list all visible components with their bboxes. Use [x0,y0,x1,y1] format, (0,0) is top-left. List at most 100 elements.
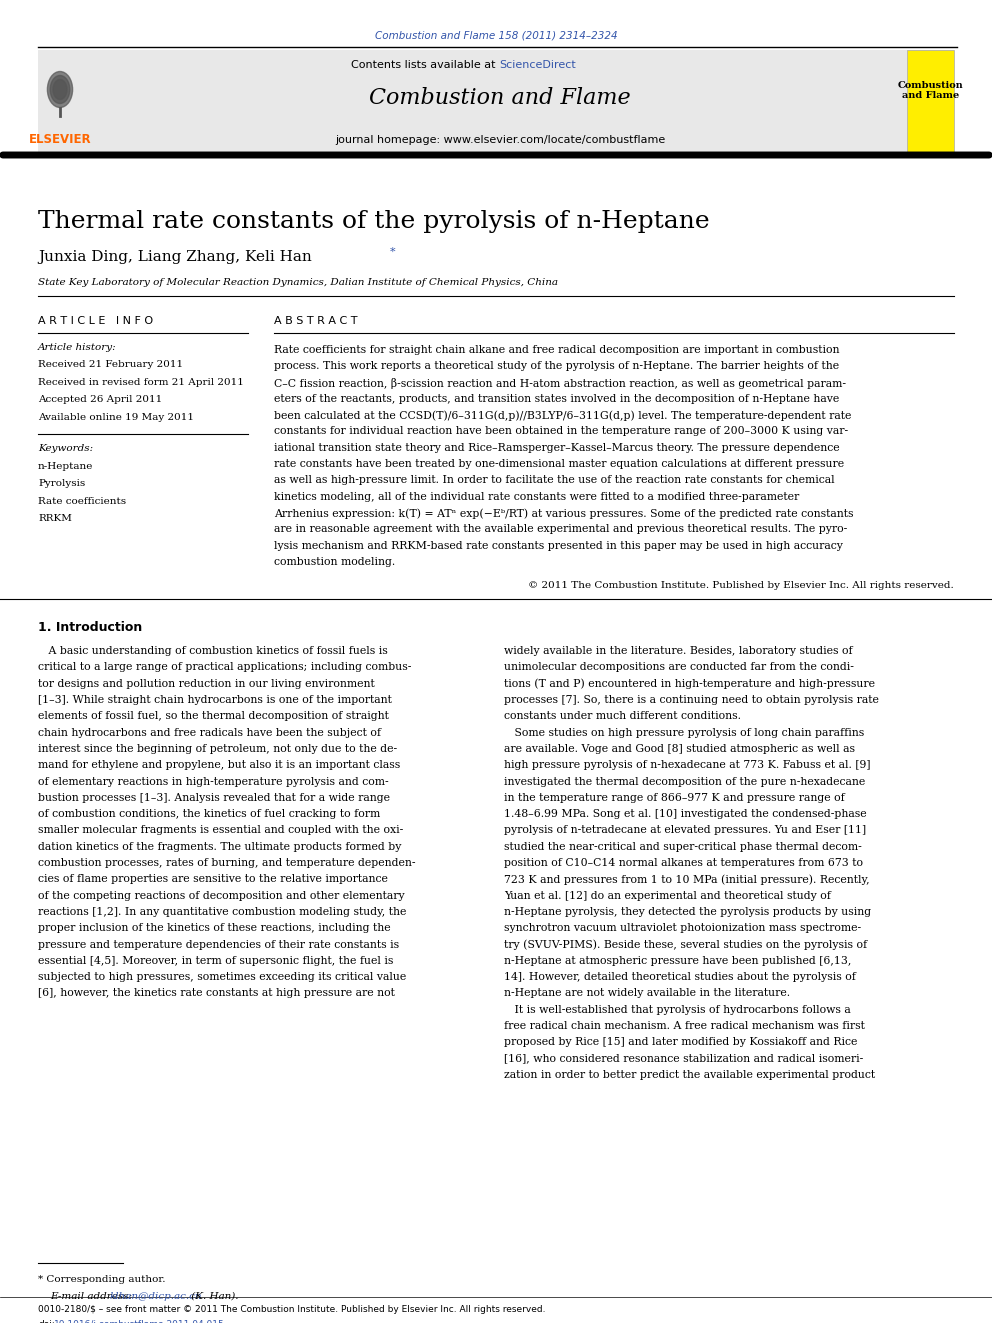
Text: chain hydrocarbons and free radicals have been the subject of: chain hydrocarbons and free radicals hav… [38,728,381,738]
Text: doi:: doi: [38,1320,55,1323]
FancyBboxPatch shape [38,50,954,155]
Text: A B S T R A C T: A B S T R A C T [274,316,357,325]
Text: Article history:: Article history: [38,343,117,352]
Text: of elementary reactions in high-temperature pyrolysis and com-: of elementary reactions in high-temperat… [38,777,389,787]
Text: 723 K and pressures from 1 to 10 MPa (initial pressure). Recently,: 723 K and pressures from 1 to 10 MPa (in… [504,875,870,885]
Text: 0010-2180/$ – see front matter © 2011 The Combustion Institute. Published by Els: 0010-2180/$ – see front matter © 2011 Th… [38,1304,546,1314]
Text: of the competing reactions of decomposition and other elementary: of the competing reactions of decomposit… [38,890,405,901]
Text: are in reasonable agreement with the available experimental and previous theoret: are in reasonable agreement with the ava… [274,524,847,534]
Text: Keywords:: Keywords: [38,445,93,454]
Text: C–C fission reaction, β-scission reaction and H-atom abstraction reaction, as we: C–C fission reaction, β-scission reactio… [274,377,846,389]
Text: cies of flame properties are sensitive to the relative importance: cies of flame properties are sensitive t… [38,875,388,884]
Text: A basic understanding of combustion kinetics of fossil fuels is: A basic understanding of combustion kine… [38,646,388,656]
Text: zation in order to better predict the available experimental product: zation in order to better predict the av… [504,1070,875,1080]
Text: Rate coefficients for straight chain alkane and free radical decomposition are i: Rate coefficients for straight chain alk… [274,345,839,355]
Text: kinetics modeling, all of the individual rate constants were fitted to a modifie: kinetics modeling, all of the individual… [274,492,800,501]
Text: widely available in the literature. Besides, laboratory studies of: widely available in the literature. Besi… [504,646,853,656]
Text: © 2011 The Combustion Institute. Published by Elsevier Inc. All rights reserved.: © 2011 The Combustion Institute. Publish… [529,581,954,590]
Text: high pressure pyrolysis of n-hexadecane at 773 K. Fabuss et al. [9]: high pressure pyrolysis of n-hexadecane … [504,761,871,770]
Text: critical to a large range of practical applications; including combus-: critical to a large range of practical a… [38,663,412,672]
Text: tor designs and pollution reduction in our living environment: tor designs and pollution reduction in o… [38,679,375,689]
Text: Accepted 26 April 2011: Accepted 26 April 2011 [38,396,163,405]
Text: * Corresponding author.: * Corresponding author. [38,1275,166,1285]
Text: Thermal rate constants of the pyrolysis of n-Heptane: Thermal rate constants of the pyrolysis … [38,210,709,233]
Text: Rate coefficients: Rate coefficients [38,497,126,505]
Text: iational transition state theory and Rice–Ramsperger–Kassel–Marcus theory. The p: iational transition state theory and Ric… [274,443,839,452]
Text: E-mail address:: E-mail address: [50,1293,135,1301]
Text: free radical chain mechanism. A free radical mechanism was first: free radical chain mechanism. A free rad… [504,1021,865,1031]
Text: Contents lists available at: Contents lists available at [351,60,499,70]
Text: Combustion and Flame 158 (2011) 2314–2324: Combustion and Flame 158 (2011) 2314–232… [375,30,617,40]
Ellipse shape [48,71,72,107]
Text: combustion processes, rates of burning, and temperature dependen-: combustion processes, rates of burning, … [38,859,416,868]
Text: rate constants have been treated by one-dimensional master equation calculations: rate constants have been treated by one-… [274,459,844,470]
Ellipse shape [53,79,67,99]
Text: 1.48–6.99 MPa. Song et al. [10] investigated the condensed-phase: 1.48–6.99 MPa. Song et al. [10] investig… [504,810,867,819]
Text: 14]. However, detailed theoretical studies about the pyrolysis of: 14]. However, detailed theoretical studi… [504,972,856,982]
Text: mand for ethylene and propylene, but also it is an important class: mand for ethylene and propylene, but als… [38,761,400,770]
Text: of combustion conditions, the kinetics of fuel cracking to form: of combustion conditions, the kinetics o… [38,810,380,819]
Text: State Key Laboratory of Molecular Reaction Dynamics, Dalian Institute of Chemica: State Key Laboratory of Molecular Reacti… [38,278,558,287]
Text: position of C10–C14 normal alkanes at temperatures from 673 to: position of C10–C14 normal alkanes at te… [504,859,863,868]
Text: Combustion
and Flame: Combustion and Flame [898,81,963,101]
Text: proper inclusion of the kinetics of these reactions, including the: proper inclusion of the kinetics of thes… [38,923,391,933]
Text: [16], who considered resonance stabilization and radical isomeri-: [16], who considered resonance stabiliza… [504,1053,863,1064]
Text: Some studies on high pressure pyrolysis of long chain paraffins: Some studies on high pressure pyrolysis … [504,728,864,738]
Text: smaller molecular fragments is essential and coupled with the oxi-: smaller molecular fragments is essential… [38,826,404,836]
Text: *: * [390,247,396,257]
Text: Arrhenius expression: k(T) = ATⁿ exp(−Eᵇ/RT) at various pressures. Some of the p: Arrhenius expression: k(T) = ATⁿ exp(−Eᵇ… [274,508,853,519]
Text: eters of the reactants, products, and transition states involved in the decompos: eters of the reactants, products, and tr… [274,394,839,404]
Text: klhan@dicp.ac.cn: klhan@dicp.ac.cn [110,1293,202,1301]
Text: interest since the beginning of petroleum, not only due to the de-: interest since the beginning of petroleu… [38,744,397,754]
Text: Available online 19 May 2011: Available online 19 May 2011 [38,413,194,422]
Text: synchrotron vacuum ultraviolet photoionization mass spectrome-: synchrotron vacuum ultraviolet photoioni… [504,923,861,933]
Text: 1. Introduction: 1. Introduction [38,622,142,634]
Text: Received in revised form 21 April 2011: Received in revised form 21 April 2011 [38,378,244,388]
Text: are available. Voge and Good [8] studied atmospheric as well as: are available. Voge and Good [8] studied… [504,744,855,754]
Text: investigated the thermal decomposition of the pure n-hexadecane: investigated the thermal decomposition o… [504,777,865,787]
Text: n-Heptane are not widely available in the literature.: n-Heptane are not widely available in th… [504,988,790,999]
Text: try (SVUV-PIMS). Beside these, several studies on the pyrolysis of: try (SVUV-PIMS). Beside these, several s… [504,939,867,950]
Text: proposed by Rice [15] and later modified by Kossiakoff and Rice: proposed by Rice [15] and later modified… [504,1037,857,1048]
Text: ScienceDirect: ScienceDirect [499,60,575,70]
Text: Combustion and Flame: Combustion and Flame [369,86,631,108]
Text: (K. Han).: (K. Han). [188,1293,238,1301]
Text: A R T I C L E   I N F O: A R T I C L E I N F O [38,316,153,325]
Text: process. This work reports a theoretical study of the pyrolysis of n-Heptane. Th: process. This work reports a theoretical… [274,361,839,372]
Text: essential [4,5]. Moreover, in term of supersonic flight, the fuel is: essential [4,5]. Moreover, in term of su… [38,957,394,966]
Text: n-Heptane pyrolysis, they detected the pyrolysis products by using: n-Heptane pyrolysis, they detected the p… [504,908,871,917]
Text: ELSEVIER: ELSEVIER [29,134,91,146]
Text: dation kinetics of the fragments. The ultimate products formed by: dation kinetics of the fragments. The ul… [38,841,402,852]
Text: lysis mechanism and RRKM-based rate constants presented in this paper may be use: lysis mechanism and RRKM-based rate cons… [274,541,843,550]
Text: Pyrolysis: Pyrolysis [38,479,85,488]
FancyBboxPatch shape [907,50,954,155]
Text: n-Heptane at atmospheric pressure have been published [6,13,: n-Heptane at atmospheric pressure have b… [504,957,851,966]
Text: as well as high-pressure limit. In order to facilitate the use of the reaction r: as well as high-pressure limit. In order… [274,475,834,486]
Text: pyrolysis of n-tetradecane at elevated pressures. Yu and Eser [11]: pyrolysis of n-tetradecane at elevated p… [504,826,866,836]
Text: constants for individual reaction have been obtained in the temperature range of: constants for individual reaction have b… [274,426,848,437]
Text: combustion modeling.: combustion modeling. [274,557,395,566]
Text: Received 21 February 2011: Received 21 February 2011 [38,360,184,369]
Ellipse shape [51,75,69,103]
Text: Junxia Ding, Liang Zhang, Keli Han: Junxia Ding, Liang Zhang, Keli Han [38,250,311,265]
Text: RRKM: RRKM [38,515,71,524]
Text: in the temperature range of 866–977 K and pressure range of: in the temperature range of 866–977 K an… [504,792,845,803]
Text: bustion processes [1–3]. Analysis revealed that for a wide range: bustion processes [1–3]. Analysis reveal… [38,792,390,803]
Text: studied the near-critical and super-critical phase thermal decom-: studied the near-critical and super-crit… [504,841,862,852]
Text: Yuan et al. [12] do an experimental and theoretical study of: Yuan et al. [12] do an experimental and … [504,890,831,901]
Text: pressure and temperature dependencies of their rate constants is: pressure and temperature dependencies of… [38,939,399,950]
Text: constants under much different conditions.: constants under much different condition… [504,712,741,721]
Text: elements of fossil fuel, so the thermal decomposition of straight: elements of fossil fuel, so the thermal … [38,712,389,721]
Text: It is well-established that pyrolysis of hydrocarbons follows a: It is well-established that pyrolysis of… [504,1004,851,1015]
Text: subjected to high pressures, sometimes exceeding its critical value: subjected to high pressures, sometimes e… [38,972,407,982]
Text: reactions [1,2]. In any quantitative combustion modeling study, the: reactions [1,2]. In any quantitative com… [38,908,407,917]
Text: been calculated at the CCSD(T)/6–311G(d,p)//B3LYP/6–311G(d,p) level. The tempera: been calculated at the CCSD(T)/6–311G(d,… [274,410,851,421]
Text: tions (T and P) encountered in high-temperature and high-pressure: tions (T and P) encountered in high-temp… [504,679,875,689]
Text: [1–3]. While straight chain hydrocarbons is one of the important: [1–3]. While straight chain hydrocarbons… [38,695,392,705]
Text: unimolecular decompositions are conducted far from the condi-: unimolecular decompositions are conducte… [504,663,854,672]
Text: n-Heptane: n-Heptane [38,462,93,471]
Text: journal homepage: www.elsevier.com/locate/combustflame: journal homepage: www.elsevier.com/locat… [335,135,665,146]
Text: processes [7]. So, there is a continuing need to obtain pyrolysis rate: processes [7]. So, there is a continuing… [504,695,879,705]
Text: 10.1016/j.combustflame.2011.04.015: 10.1016/j.combustflame.2011.04.015 [54,1320,224,1323]
Text: [6], however, the kinetics rate constants at high pressure are not: [6], however, the kinetics rate constant… [38,988,395,999]
